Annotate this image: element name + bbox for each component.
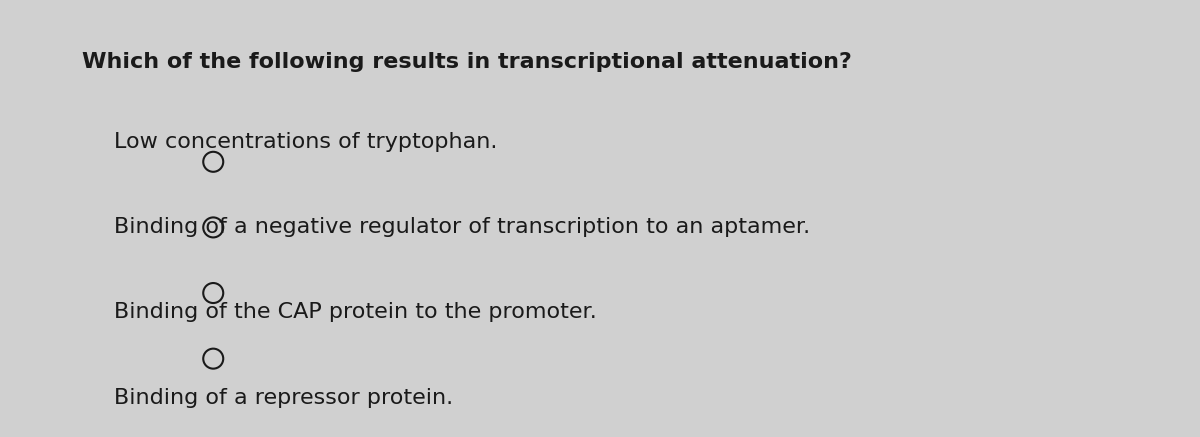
Text: Binding of a repressor protein.: Binding of a repressor protein. xyxy=(114,388,454,408)
Text: Low concentrations of tryptophan.: Low concentrations of tryptophan. xyxy=(114,132,497,152)
Text: Binding of the CAP protein to the promoter.: Binding of the CAP protein to the promot… xyxy=(114,302,596,323)
Text: Binding of a negative regulator of transcription to an aptamer.: Binding of a negative regulator of trans… xyxy=(114,217,810,237)
Text: Which of the following results in transcriptional attenuation?: Which of the following results in transc… xyxy=(82,52,852,73)
